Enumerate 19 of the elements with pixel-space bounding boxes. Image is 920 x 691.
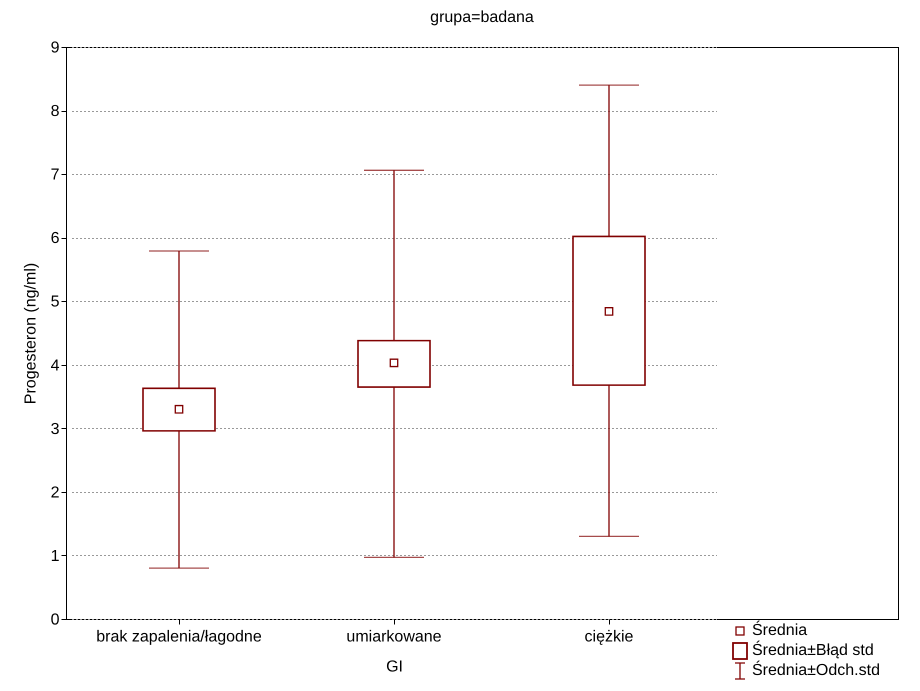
text: Średnia (752, 621, 808, 640)
y-tick-label: 8 (50, 103, 60, 120)
x-tick-label: umiarkowane (346, 628, 442, 646)
x-tick-label: brak zapalenia/łagodne (96, 628, 262, 646)
y-axis-title: Progesteron (ng/ml) (22, 262, 40, 404)
chart-title: grupa=badana (430, 9, 534, 26)
y-tick-label: 4 (50, 357, 60, 374)
y-tick-label: 9 (50, 40, 60, 56)
x-axis-title: GI (386, 658, 403, 676)
x-tick-label: ciężkie (584, 628, 634, 646)
y-tick-label: 0 (50, 612, 60, 628)
text: Średnia±Błąd std (752, 641, 874, 660)
y-tick-label: 1 (50, 548, 60, 565)
y-tick-label: 2 (50, 484, 60, 502)
y-tick-label: 3 (50, 420, 60, 438)
y-tick-label: 6 (50, 230, 60, 248)
y-tick-label: 7 (50, 166, 60, 184)
text: Średnia±Odch.std (752, 661, 880, 681)
y-tick-label: 5 (50, 294, 60, 311)
